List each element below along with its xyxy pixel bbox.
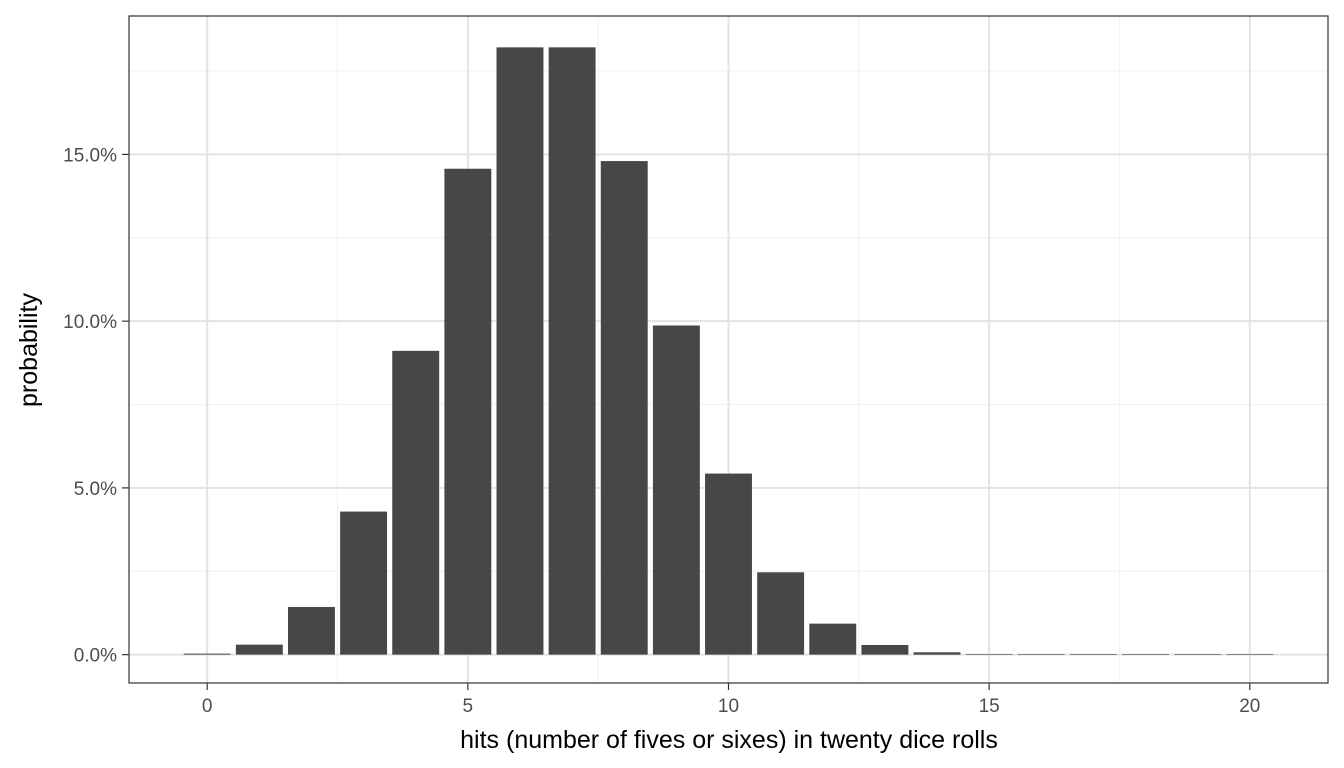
x-tick-label: 10 bbox=[718, 696, 739, 717]
x-tick-label: 0 bbox=[202, 696, 213, 717]
bar-hits-0 bbox=[183, 653, 231, 655]
x-tick-label: 20 bbox=[1239, 696, 1260, 717]
bar-hits-2 bbox=[287, 606, 335, 655]
bar-hits-14 bbox=[913, 652, 961, 655]
bar-hits-15 bbox=[965, 654, 1013, 655]
bar-hits-5 bbox=[444, 168, 492, 655]
bar-hits-17 bbox=[1069, 654, 1117, 655]
bar-hits-8 bbox=[600, 161, 648, 655]
x-axis-title: hits (number of fives or sixes) in twent… bbox=[460, 726, 998, 754]
y-tick-label: 10.0% bbox=[63, 312, 117, 333]
bar-hits-12 bbox=[809, 623, 857, 655]
y-tick-label: 15.0% bbox=[63, 145, 117, 166]
bar-hits-1 bbox=[235, 644, 283, 655]
y-tick-label: 5.0% bbox=[74, 479, 117, 500]
y-axis: 0.0% 5.0% 10.0% 15.0% bbox=[63, 145, 129, 667]
bar-hits-13 bbox=[861, 644, 909, 655]
bar-hits-7 bbox=[548, 47, 596, 655]
x-tick-label: 5 bbox=[463, 696, 474, 717]
bar-hits-6 bbox=[496, 47, 544, 655]
x-tick-label: 15 bbox=[979, 696, 1000, 717]
bars bbox=[183, 47, 1274, 655]
bar-hits-20 bbox=[1226, 654, 1274, 655]
bar-hits-19 bbox=[1174, 654, 1222, 655]
bar-hits-18 bbox=[1122, 654, 1170, 655]
bar-hits-9 bbox=[652, 325, 700, 655]
bar-hits-4 bbox=[392, 350, 440, 655]
bar-hits-11 bbox=[757, 572, 805, 655]
bar-hits-3 bbox=[340, 511, 388, 655]
bar-hits-16 bbox=[1017, 654, 1065, 655]
y-axis-title: probability bbox=[15, 293, 43, 407]
y-tick-label: 0.0% bbox=[74, 646, 117, 667]
x-axis: 0 5 10 15 20 bbox=[202, 683, 1260, 717]
bar-hits-10 bbox=[705, 473, 752, 655]
